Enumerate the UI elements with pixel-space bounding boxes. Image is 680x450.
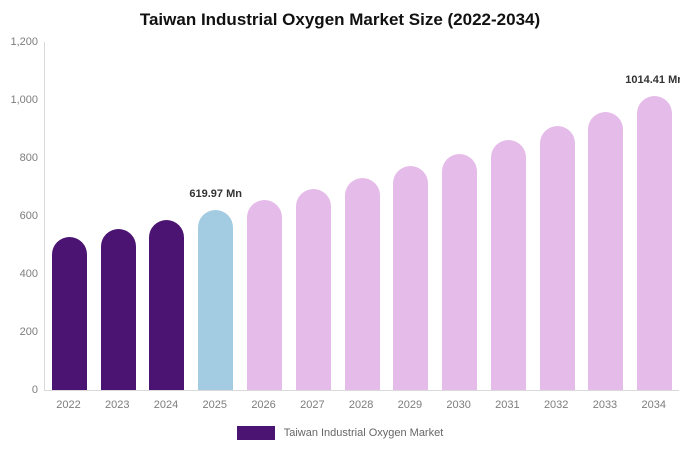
x-axis-label-2026: 2026 — [251, 399, 276, 411]
x-axis-label-2023: 2023 — [105, 399, 130, 411]
y-axis-label-1000: 1,000 — [10, 93, 38, 106]
x-axis-label-2029: 2029 — [397, 399, 423, 411]
x-axis-label-2024: 2024 — [153, 399, 179, 411]
x-axis-label-2033: 2033 — [592, 399, 618, 411]
bar-2030 — [442, 153, 478, 390]
bar-2034 — [637, 95, 673, 390]
bar-2031 — [490, 140, 526, 390]
bar-2032 — [539, 126, 575, 390]
legend-item-taiwan-industrial-oxygen-market[interactable]: Taiwan Industrial Oxygen Market — [236, 426, 444, 440]
bar-2022 — [51, 237, 87, 390]
x-axis-label-2027: 2027 — [300, 399, 325, 411]
bar-2033 — [588, 111, 624, 390]
y-axis-label-600: 600 — [19, 209, 38, 222]
x-axis-label-2025: 2025 — [202, 399, 228, 411]
bar-2028 — [344, 178, 380, 390]
x-axis-label-2032: 2032 — [543, 399, 569, 411]
chart-title: Taiwan Industrial Oxygen Market Size (20… — [139, 10, 541, 29]
x-axis-label-2028: 2028 — [348, 399, 374, 411]
legend: Taiwan Industrial Oxygen Market — [0, 426, 680, 440]
x-axis-label-2030: 2030 — [446, 399, 471, 411]
bar-2026 — [246, 200, 282, 390]
y-axis-label-1200: 1,200 — [10, 35, 38, 48]
bar-2024 — [149, 219, 185, 390]
y-axis-label-800: 800 — [19, 151, 38, 164]
y-axis-label-200: 200 — [19, 325, 38, 338]
data-label-2034: 1014.41 Mn — [625, 73, 680, 86]
bar-2023 — [100, 228, 136, 390]
bar-2029 — [393, 166, 429, 390]
plot-area: 619.97 Mn 1014.41 Mn — [44, 42, 680, 391]
bar-2025 — [198, 210, 234, 390]
x-axis-label-2022: 2022 — [56, 399, 81, 411]
y-axis-label-0: 0 — [31, 383, 38, 396]
x-axis-label-2031: 2031 — [495, 399, 520, 411]
y-axis-label-400: 400 — [19, 267, 38, 280]
data-label-2025: 619.97 Mn — [189, 188, 242, 201]
legend-swatch — [236, 426, 275, 440]
x-axis-label-2034: 2034 — [641, 399, 666, 411]
legend-label: Taiwan Industrial Oxygen Market — [283, 427, 444, 439]
bar-2027 — [295, 189, 331, 390]
